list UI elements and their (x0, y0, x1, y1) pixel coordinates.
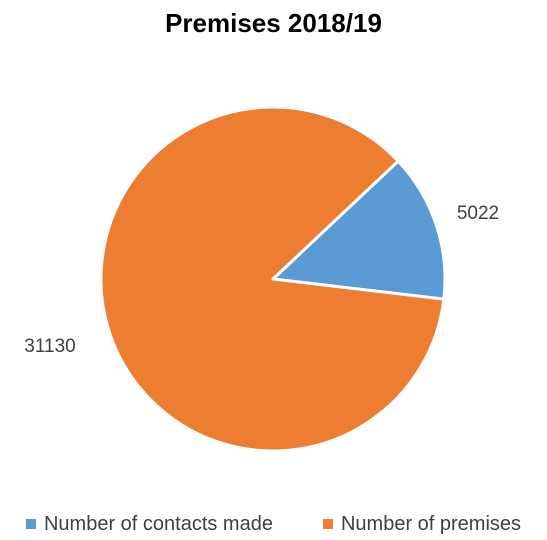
pie-slice-premises (99, 105, 446, 453)
legend-swatch-premises (322, 519, 333, 529)
pie-chart: 5022 31130 (24, 105, 499, 453)
legend-label-premises: Number of premises (340, 512, 522, 535)
legend-label-contacts: Number of contacts made (43, 512, 273, 535)
legend-item-contacts: Number of contacts made (25, 512, 273, 536)
data-label-premises: 31130 (24, 336, 75, 357)
legend: Number of contacts made Number of premis… (0, 510, 547, 538)
legend-item-premises: Number of premises (322, 512, 522, 536)
pie-slice-contacts (271, 159, 447, 301)
data-label-contacts: 5022 (457, 203, 499, 224)
legend-swatch-contacts (25, 519, 36, 529)
chart-title: Premises 2018/19 (165, 8, 382, 38)
